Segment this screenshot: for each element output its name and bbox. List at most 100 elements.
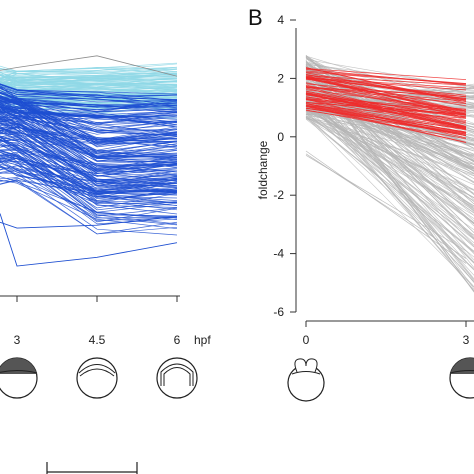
panel-b-series-line-red xyxy=(305,107,467,135)
panel-b-series-line-grey xyxy=(305,101,474,264)
panel-a-series-line-cyan xyxy=(0,75,178,85)
panel-b-series-line-red xyxy=(305,101,467,130)
panel-a-x-tick-label: 3 xyxy=(14,333,21,347)
panel-b-series-line-red xyxy=(305,68,467,81)
panel-a-series-line-blue xyxy=(0,135,178,206)
panel-a-lines xyxy=(0,55,178,267)
panel-b-y-tick-label: -6 xyxy=(273,305,284,319)
panel-b-series-line-grey xyxy=(305,61,474,99)
panel-b-lines xyxy=(305,55,474,293)
panel-b-series-line-red xyxy=(305,98,467,139)
panel-a-series-line-blue xyxy=(0,165,178,189)
panel-b-series-line-grey xyxy=(305,113,474,236)
panel-b-chart: B 0 3 4 2 0 -2 -4 -6 foldchange xyxy=(248,5,474,347)
panel-b-series-line-grey xyxy=(305,117,474,253)
panel-b-series-line-grey xyxy=(305,98,474,213)
panel-a-x-tick-label: 6 xyxy=(174,333,181,347)
panel-b-label: B xyxy=(248,5,263,30)
panel-b-series-line-grey xyxy=(305,99,474,287)
panel-a-series-line-blue xyxy=(0,85,178,102)
panel-a-series-line-blue xyxy=(0,100,178,158)
panel-b-series-line-red xyxy=(305,110,467,135)
panel-b-y-tick-label: 2 xyxy=(277,71,284,85)
panel-b-series-line-grey xyxy=(305,100,474,236)
panel-a-series-line-blue xyxy=(0,133,178,145)
panel-b-y-tick-label: 4 xyxy=(277,13,284,27)
panel-a-series-line-blue xyxy=(0,127,178,149)
panel-a-series-line-blue xyxy=(0,128,178,198)
panel-b-series-line-grey xyxy=(305,101,474,174)
panel-b-x-tick-label: 0 xyxy=(303,333,310,347)
panel-b-series-line-red xyxy=(305,83,467,99)
panel-a-series-line-blue xyxy=(0,155,178,209)
panel-a-series-line-blue xyxy=(0,131,178,159)
panel-a-series-line-blue xyxy=(0,139,178,215)
panel-b-series-line-grey xyxy=(305,63,474,149)
panel-b-series-line-grey xyxy=(305,76,474,184)
panel-a-series-line-blue xyxy=(0,138,178,213)
panel-a-series-line-blue xyxy=(0,168,178,202)
panel-b-series-line-grey xyxy=(305,100,474,248)
panel-a-series-line-blue xyxy=(0,126,178,143)
panel-b-y-tick-label: 0 xyxy=(277,130,284,144)
panel-a-series-line-cyan xyxy=(0,82,178,90)
panel-a-series-line-blue xyxy=(0,95,178,109)
panel-b-series-line-red xyxy=(305,78,467,113)
panel-b-series-line-grey xyxy=(305,87,474,191)
panel-a-series-line-cyan xyxy=(0,81,178,95)
panel-a-series-line-blue xyxy=(0,157,178,182)
panel-a-series-line-blue xyxy=(0,172,178,236)
panel-a-series-line-cyan xyxy=(0,77,178,89)
panel-a-series-line-blue xyxy=(0,124,178,194)
panel-b-series-line-red xyxy=(305,85,467,116)
panel-b-series-line-grey xyxy=(305,150,467,264)
panel-a-series-line-blue xyxy=(0,117,178,158)
panel-b-series-line-red xyxy=(305,90,467,119)
panel-b-y-tick-label: -4 xyxy=(273,247,284,261)
panel-a-series-line-blue xyxy=(0,156,178,174)
panel-b-series-line-grey xyxy=(305,116,474,207)
panel-a-series-line-blue xyxy=(0,90,178,108)
panel-a-series-line-blue xyxy=(0,131,178,181)
panel-a-series-line-blue xyxy=(0,122,178,159)
panel-b-y-ticks: 4 2 0 -2 -4 -6 xyxy=(273,13,296,319)
panel-a-series-line-blue xyxy=(0,83,178,101)
panel-a-series-line-blue xyxy=(0,129,178,182)
panel-a-series-line-blue xyxy=(0,91,178,113)
embryo-epiboly-icon xyxy=(76,357,118,399)
panel-a-series-line-blue xyxy=(0,170,178,198)
panel-b-series-line-red xyxy=(305,84,467,115)
panel-b-series-line-red xyxy=(305,99,467,128)
panel-a-series-line-cyan xyxy=(0,78,178,91)
panel-a-series-line-blue xyxy=(0,161,178,222)
panel-b-series-line-grey xyxy=(305,109,474,165)
panel-a-series-line-blue xyxy=(0,160,178,225)
panel-b-series-line-grey xyxy=(305,111,474,185)
panel-b-series-line-grey xyxy=(305,113,474,150)
panel-a-series-line-blue xyxy=(0,100,178,129)
panel-b-y-tick-label: -2 xyxy=(273,188,284,202)
panel-b-series-line-red xyxy=(305,93,467,125)
embryo-sphere-stage-icon xyxy=(0,357,38,399)
panel-a-series-line-blue xyxy=(0,180,178,220)
panel-a-series-line-blue xyxy=(0,127,178,185)
panel-a-series-line-cyan xyxy=(0,74,178,81)
panel-a-series-line-blue xyxy=(0,215,178,229)
panel-a-series-line-blue xyxy=(0,126,178,164)
panel-a-chart: 3 4.5 6 hpf xyxy=(0,55,211,347)
panel-b-x-tick-label: 3 xyxy=(463,333,470,347)
panel-a-series-line-blue xyxy=(0,99,178,112)
panel-b-series-line-red xyxy=(305,86,467,97)
panel-a-series-line-blue xyxy=(0,177,178,204)
panel-b-series-line-grey xyxy=(305,116,474,177)
embryo-shield-icon xyxy=(156,357,198,399)
panel-a-series-line-blue xyxy=(0,165,178,219)
panel-a-series-line-blue xyxy=(0,140,178,177)
panel-a-series-line-blue xyxy=(0,105,178,118)
panel-b-series-line-grey xyxy=(305,117,474,208)
panel-b-series-line-red xyxy=(305,75,467,86)
panel-b-series-line-red xyxy=(305,77,467,91)
panel-a-series-line-cyan xyxy=(0,73,178,81)
panel-a-series-line-blue xyxy=(0,96,178,124)
